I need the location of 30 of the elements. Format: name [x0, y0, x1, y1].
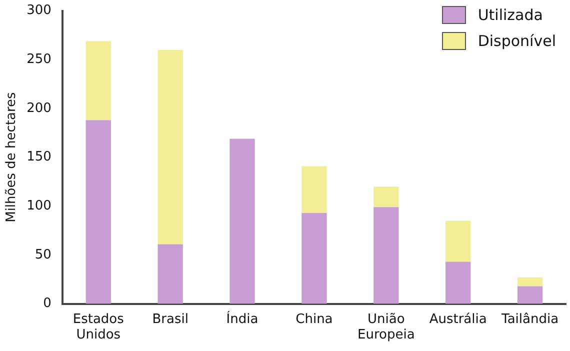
x-tick-label: Tailândia: [500, 312, 559, 327]
bar: [158, 50, 183, 244]
y-tick-label: 0: [43, 296, 52, 312]
y-tick-label: 200: [26, 100, 52, 116]
bar: [302, 166, 327, 213]
bar: [158, 244, 183, 304]
bar: [374, 207, 399, 304]
y-tick-label: 250: [26, 52, 52, 68]
bar: [517, 277, 543, 286]
x-tick-label: Índia: [226, 310, 258, 327]
x-tick-label: Brasil: [152, 312, 188, 327]
bar: [86, 120, 111, 304]
x-tick-label: Estados Unidos: [72, 312, 124, 343]
bar: [302, 212, 327, 304]
legend-label: Utilizada: [478, 6, 543, 24]
y-axis-title: Milhões de hectares: [4, 92, 20, 222]
y-tick-label: 150: [26, 150, 52, 165]
bar: [230, 138, 255, 304]
y-tick-label: 300: [26, 3, 52, 18]
y-tick-label: 100: [26, 198, 52, 214]
x-tick-label: Austrália: [429, 312, 487, 327]
x-tick-label: China: [296, 312, 333, 327]
bar: [446, 262, 471, 304]
legend-label: Disponível: [478, 32, 556, 50]
bar: [86, 41, 111, 120]
y-tick-label: 50: [34, 247, 52, 262]
bar: [446, 220, 471, 262]
x-tick-label: União Europeia: [358, 312, 415, 343]
bar: [374, 186, 399, 208]
bar: [517, 286, 543, 304]
